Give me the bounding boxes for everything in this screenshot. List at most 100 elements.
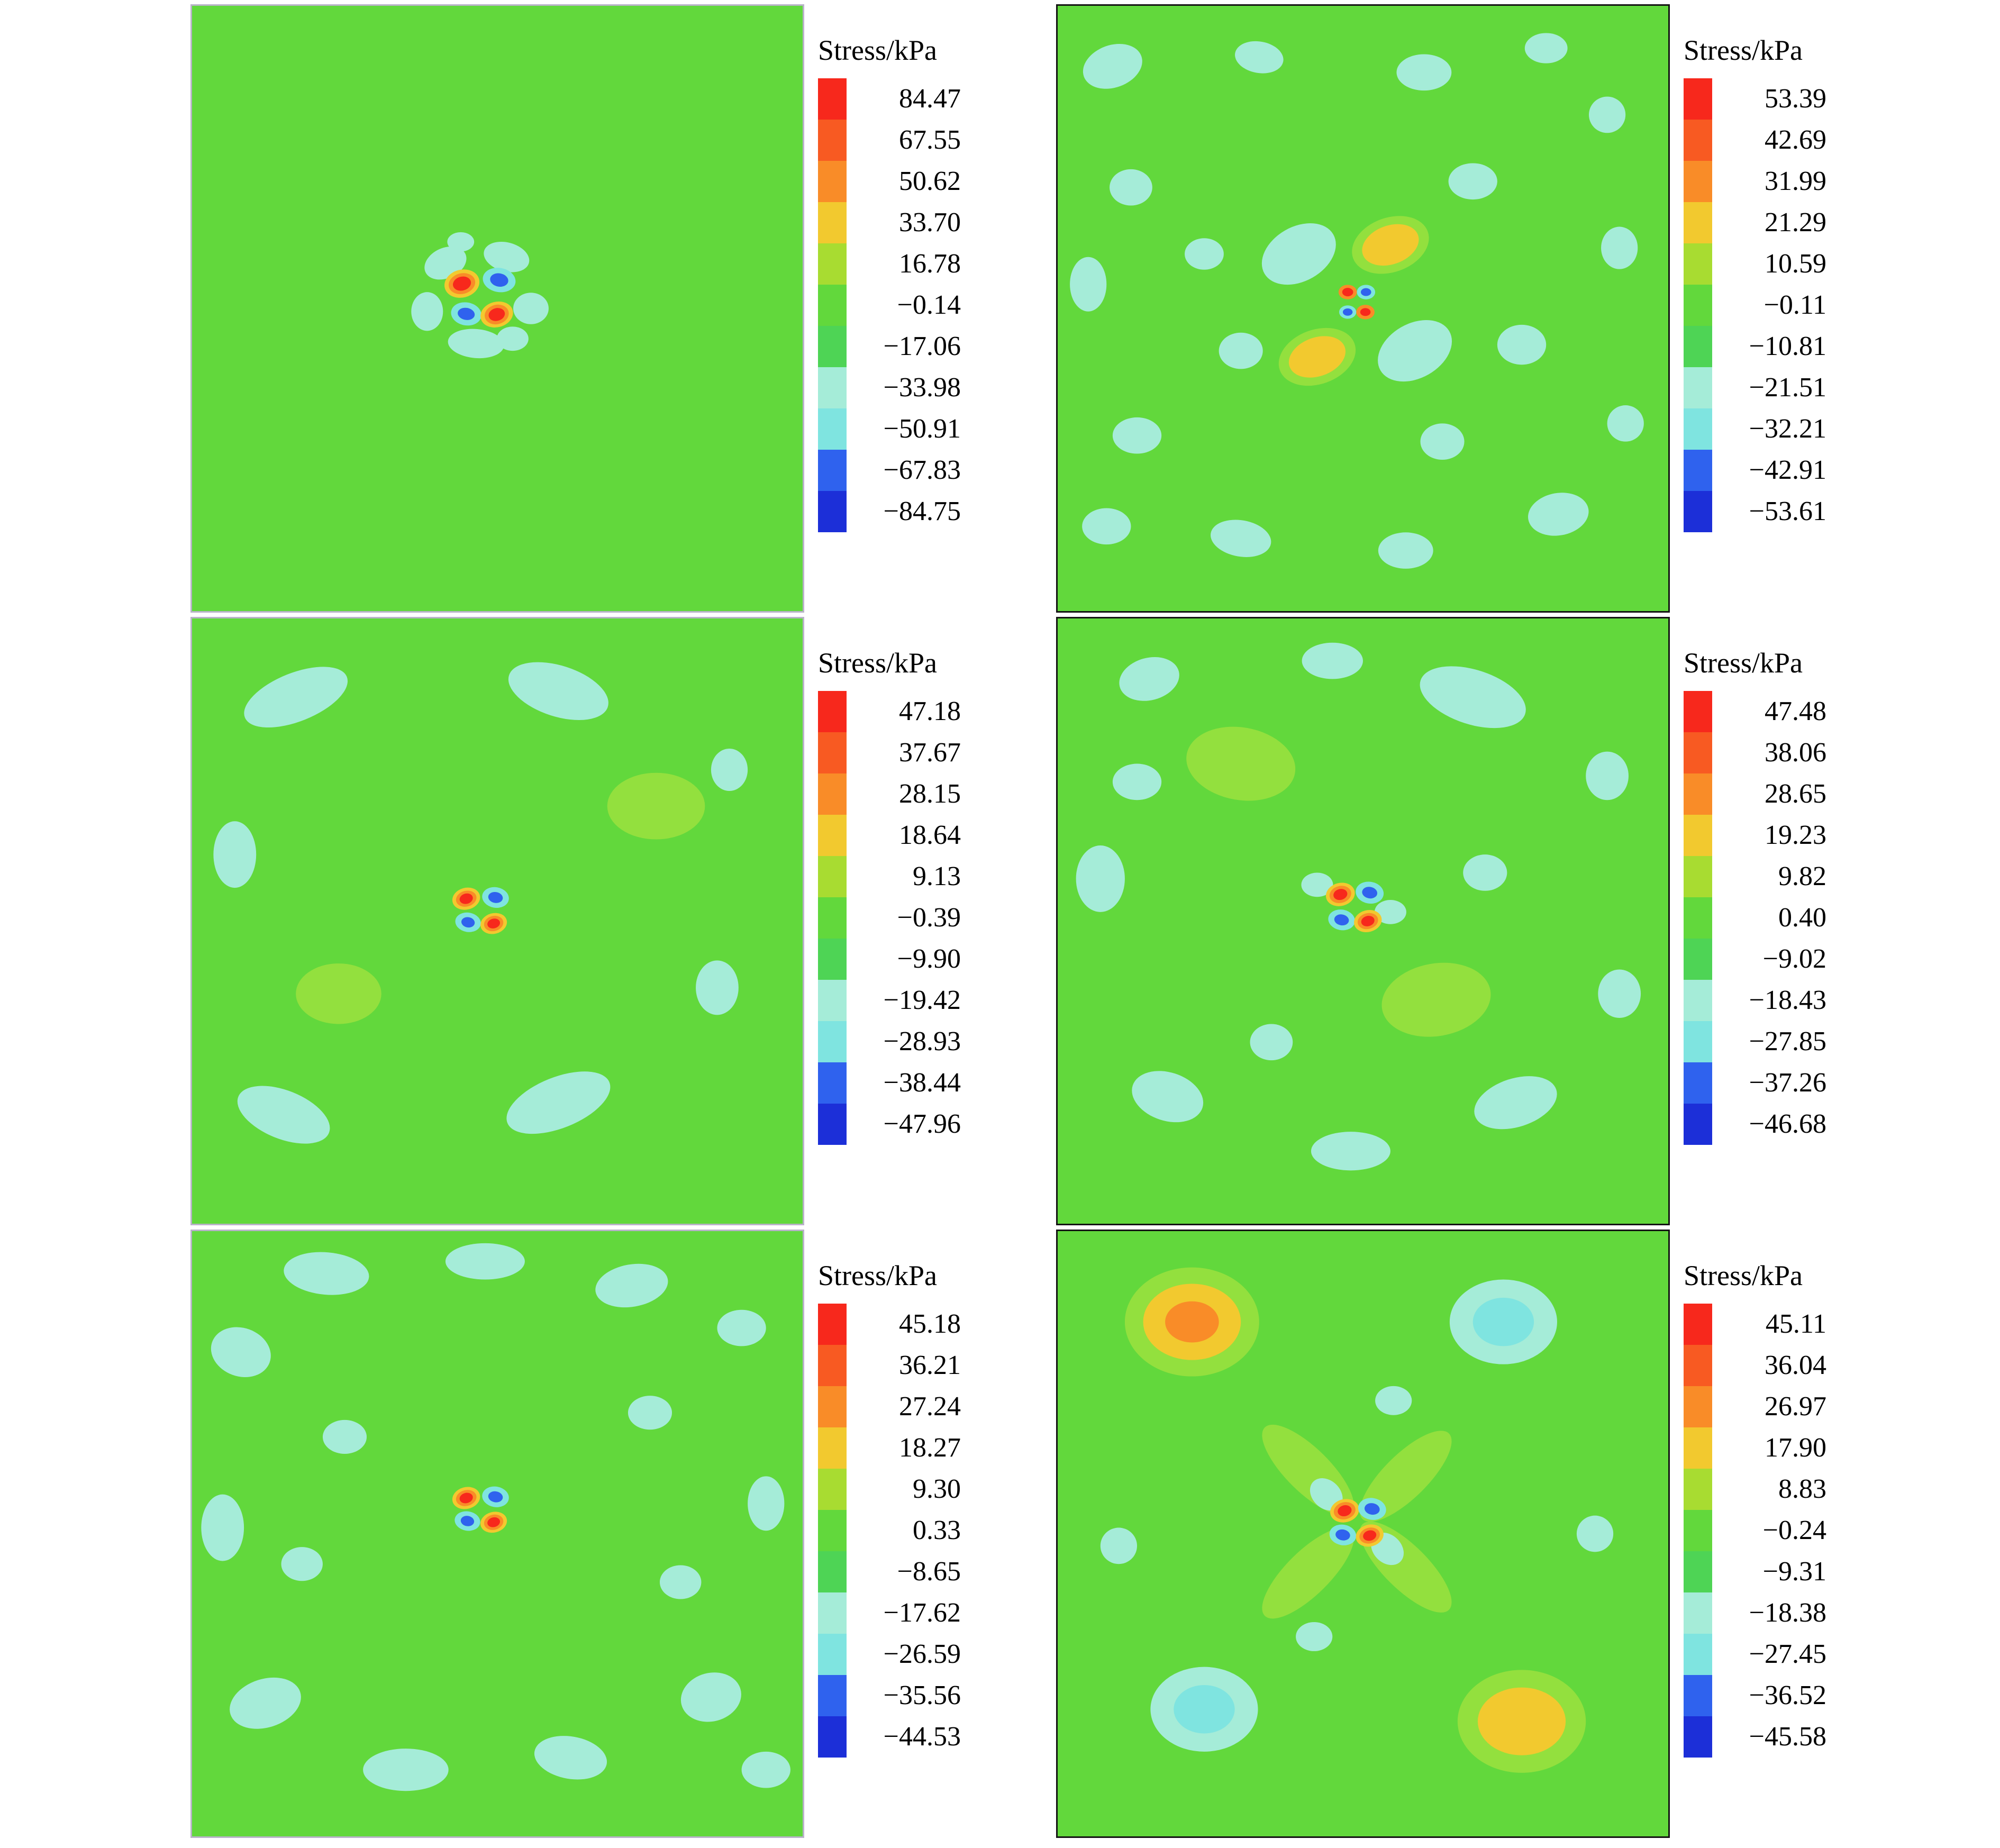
contour-blob — [281, 1547, 323, 1581]
legend-value: −27.45 — [1749, 1639, 1826, 1669]
contour-blob — [508, 662, 608, 720]
colorbar-segment — [1684, 939, 1712, 980]
legend-value: −17.62 — [883, 1598, 961, 1628]
contour-plot-top-right — [1056, 4, 1670, 613]
legend-body: 47.18 37.67 28.15 18.64 9.13 −0.39 −9.90 −19.42… — [818, 691, 977, 1145]
legend-value: −44.53 — [883, 1722, 961, 1752]
colorbar-segment — [818, 1104, 847, 1145]
contour-blob — [513, 293, 549, 324]
legend-labels: 84.47 67.55 50.62 33.70 16.78 −0.14 −17.06 −33.… — [855, 78, 961, 532]
panel-top-right: Stress/kPa 53.39 42.69 31.99 21.29 10.59 −0.1… — [1056, 4, 1842, 613]
contour-blob — [1174, 1685, 1235, 1734]
contour-blob — [659, 1565, 702, 1599]
colorbar-segment — [1684, 1345, 1712, 1386]
legend-value: 45.11 — [1765, 1309, 1826, 1339]
legend-value: −10.81 — [1749, 331, 1826, 361]
legend-value: −21.51 — [1749, 372, 1826, 403]
legend-value: −37.26 — [1749, 1068, 1826, 1098]
contour-blob — [1342, 288, 1353, 297]
legend-value: −9.90 — [897, 944, 961, 974]
panel-middle-right: Stress/kPa 47.48 38.06 28.65 19.23 9.82 0.40 −… — [1056, 617, 1842, 1225]
contour-blob — [487, 1517, 501, 1527]
legend-value: −18.38 — [1749, 1598, 1826, 1628]
colorbar — [1684, 78, 1712, 532]
contour-blob — [487, 918, 501, 928]
colorbar-segment — [818, 243, 847, 285]
colorbar-segment — [1684, 1510, 1712, 1551]
contour-blob — [322, 1419, 367, 1454]
contour-blob — [1301, 872, 1333, 897]
contour-blob — [506, 1071, 611, 1134]
colorbar-segment — [818, 450, 847, 491]
legend-value: −32.21 — [1749, 414, 1826, 444]
legend-value: −9.31 — [1762, 1556, 1826, 1587]
legend-value: −45.58 — [1749, 1722, 1826, 1752]
contour-blob — [237, 1086, 330, 1144]
contour-blob — [490, 273, 508, 287]
colorbar-segment — [1684, 1304, 1712, 1345]
contour-blob — [1420, 666, 1526, 729]
colorbar-segment — [818, 78, 847, 120]
contour-blob — [607, 772, 705, 840]
colorbar-segment — [1684, 1104, 1712, 1145]
contour-blob — [1360, 1431, 1452, 1522]
contour-blob — [1375, 1386, 1412, 1415]
legend-title: Stress/kPa — [1684, 1260, 1803, 1291]
contour-blob — [488, 308, 505, 321]
colorbar-segment — [1684, 1021, 1712, 1062]
colorbar-segment — [818, 856, 847, 897]
contour-blob — [1361, 916, 1375, 926]
contour-blob — [1378, 320, 1452, 382]
contour-blob — [1528, 493, 1589, 536]
contour-blob — [411, 292, 443, 331]
contour-blob — [1302, 642, 1363, 679]
legend-labels: 45.11 36.04 26.97 17.90 8.83 −0.24 −9.31 −18.38… — [1721, 1304, 1826, 1758]
contour-blob — [488, 1491, 503, 1503]
contour-blob — [1363, 1530, 1377, 1541]
contour-blob — [1185, 238, 1224, 270]
legend-value: −53.61 — [1749, 496, 1826, 526]
colorbar-segment — [818, 1345, 847, 1386]
contour-blob — [1310, 1478, 1343, 1511]
colorbar-segment — [1684, 856, 1712, 897]
contour-blob — [1497, 324, 1547, 365]
row-2: Stress/kPa 47.18 37.67 28.15 18.64 9.13 −0.39… — [190, 617, 2000, 1225]
contour-blob — [1335, 1529, 1350, 1541]
contour-blob — [1100, 1527, 1138, 1564]
contour-blob — [1262, 1527, 1354, 1619]
legend-value: −47.96 — [883, 1109, 961, 1139]
contour-blob — [1112, 763, 1162, 800]
colorbar-segment — [818, 491, 847, 532]
contour-blob — [230, 1677, 301, 1729]
legend-value: 9.82 — [1778, 861, 1826, 891]
panel-bottom-right: Stress/kPa 45.11 36.04 26.97 17.90 8.83 −0.24… — [1056, 1230, 1842, 1838]
contour-blob — [1186, 726, 1296, 801]
legend-labels: 47.18 37.67 28.15 18.64 9.13 −0.39 −9.90 −19.42… — [855, 691, 961, 1145]
colorbar-segment — [818, 1634, 847, 1675]
contour-blob — [1338, 1505, 1352, 1517]
colorbar-segment — [818, 161, 847, 202]
contour-blob — [1364, 1503, 1380, 1515]
colorbar-segment — [818, 408, 847, 450]
colorbar-segment — [818, 1386, 847, 1427]
legend-value: −27.85 — [1749, 1026, 1826, 1057]
contour-blob — [1211, 520, 1271, 557]
legend-value: −36.52 — [1749, 1680, 1826, 1710]
contour-blob — [363, 1749, 449, 1791]
colorbar-segment — [818, 1510, 847, 1551]
colorbar-segment — [1684, 1675, 1712, 1716]
legend-value: −84.75 — [883, 496, 961, 526]
colorbar-segment — [1684, 1469, 1712, 1510]
legend-value: −42.91 — [1749, 455, 1826, 485]
colorbar-segment — [1684, 408, 1712, 450]
contour-blob — [717, 1309, 766, 1346]
contour-blob — [1250, 1024, 1293, 1061]
panel-bottom-left: Stress/kPa 45.18 36.21 27.24 18.27 9.30 0.33 −… — [190, 1230, 977, 1838]
contour-blob — [213, 821, 257, 888]
panel-top-left: Stress/kPa 84.47 67.55 50.62 33.70 16.78 −0.1… — [190, 4, 977, 613]
legend-value: −0.11 — [1763, 290, 1826, 320]
legend-value: 9.13 — [913, 861, 961, 891]
contour-blob — [201, 1494, 244, 1561]
contour-blob — [1165, 1301, 1219, 1343]
colorbar-segment — [818, 815, 847, 856]
